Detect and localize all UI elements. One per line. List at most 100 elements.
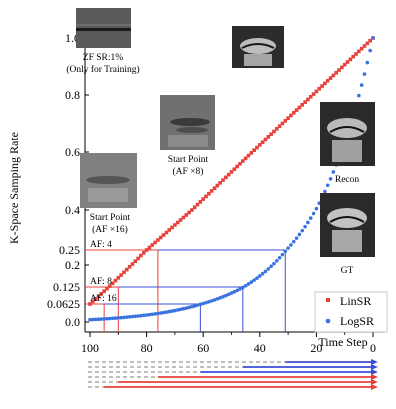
linsr-point <box>221 178 225 182</box>
linsr-point <box>184 213 189 217</box>
linsr-point <box>195 202 200 207</box>
linsr-point <box>280 121 285 126</box>
linsr-point <box>294 108 299 112</box>
linsr-point <box>93 297 98 301</box>
linsr-point <box>164 230 169 235</box>
logsr-point <box>252 278 256 282</box>
series-logsr <box>88 36 375 322</box>
logsr-point <box>173 308 177 313</box>
logsr-point <box>108 316 112 321</box>
x-tick-label: 100 <box>81 341 99 355</box>
linsr-point <box>291 111 296 115</box>
logsr-point <box>136 314 140 318</box>
y-tick-label: 0.0 <box>65 315 80 329</box>
logsr-point <box>105 316 109 321</box>
linsr-point <box>105 286 109 291</box>
logsr-point <box>141 313 146 318</box>
logsr-point <box>215 297 220 301</box>
logsr-point <box>365 60 370 65</box>
linsr-point <box>260 140 265 145</box>
logsr-point <box>255 276 259 280</box>
linsr-point <box>229 170 234 174</box>
annotations: AF: 4 AF: 8 AF: 16 <box>90 240 117 304</box>
linsr-point <box>110 281 115 286</box>
linsr-point <box>136 256 140 261</box>
logsr-point <box>102 317 106 321</box>
logsr-point <box>362 72 367 76</box>
timestep-arrows <box>88 359 378 390</box>
arrow-head <box>371 374 378 380</box>
logsr-point <box>122 315 126 320</box>
logsr-point <box>300 228 305 233</box>
linsr-point <box>368 38 372 43</box>
caption-af8-line1: Start Point <box>168 155 209 165</box>
legend-marker-logsr <box>325 318 331 324</box>
logsr-point <box>274 258 279 263</box>
logsr-point <box>124 315 129 319</box>
linsr-point <box>348 57 353 62</box>
logsr-point <box>195 303 200 307</box>
linsr-point <box>354 52 358 56</box>
linsr-point <box>161 233 166 237</box>
linsr-point <box>325 78 330 83</box>
logsr-point <box>133 314 138 319</box>
logsr-point <box>158 311 163 315</box>
linsr-point <box>173 223 177 227</box>
logsr-point <box>243 283 248 288</box>
caption-gt: GT <box>341 266 354 276</box>
y-tick-label: 0.4 <box>65 203 80 217</box>
annotation-label: AF: 16 <box>90 294 117 304</box>
logsr-point <box>224 293 228 298</box>
linsr-point <box>334 70 339 75</box>
linsr-point <box>144 248 149 252</box>
logsr-point <box>311 211 316 216</box>
logsr-point <box>99 317 104 321</box>
thumbnail-gt <box>320 193 375 257</box>
logsr-point <box>204 300 208 305</box>
logsr-point <box>110 316 115 321</box>
linsr-point <box>255 145 259 150</box>
linsr-point <box>122 270 126 275</box>
logsr-point <box>184 306 189 310</box>
linsr-point <box>300 102 305 107</box>
thumbnail-top-right <box>232 26 284 68</box>
caption-recon: Recon <box>335 175 360 185</box>
logsr-point <box>96 317 101 322</box>
linsr-point <box>116 276 121 280</box>
y-tick-label: 0.25 <box>59 243 80 257</box>
y-axis-title: K-Space Samping Rate <box>7 132 21 244</box>
linsr-point <box>150 243 155 247</box>
linsr-point <box>314 89 319 94</box>
linsr-point <box>243 156 248 161</box>
linsr-point <box>192 205 197 210</box>
linsr-point <box>170 225 174 230</box>
logsr-point <box>291 239 296 244</box>
linsr-point <box>269 132 273 136</box>
caption-zf-line2: (Only for Training) <box>66 64 139 75</box>
linsr-point <box>139 253 143 258</box>
series-linsr <box>88 36 375 306</box>
linsr-point <box>113 278 118 283</box>
linsr-point <box>351 54 355 59</box>
logsr-point <box>368 48 372 53</box>
linsr-point <box>133 259 138 264</box>
linsr-point <box>88 302 92 306</box>
logsr-point <box>241 285 245 290</box>
linsr-point <box>306 97 310 102</box>
logsr-point <box>258 274 262 278</box>
y-tick-label: 0.125 <box>53 280 80 294</box>
logsr-point <box>175 308 180 312</box>
linsr-point <box>91 299 95 304</box>
linsr-point <box>235 164 239 169</box>
linsr-point <box>311 92 316 96</box>
logsr-point <box>280 252 285 257</box>
thumbnail-start-af8 <box>160 95 215 150</box>
logsr-point <box>190 304 194 309</box>
logsr-point <box>178 307 183 312</box>
x-axis-title: Time Step <box>318 335 367 349</box>
legend: LinSR LogSR <box>314 291 388 333</box>
linsr-point <box>266 135 271 139</box>
y-tick-label: 0.8 <box>65 88 80 102</box>
logsr-point <box>144 313 149 317</box>
